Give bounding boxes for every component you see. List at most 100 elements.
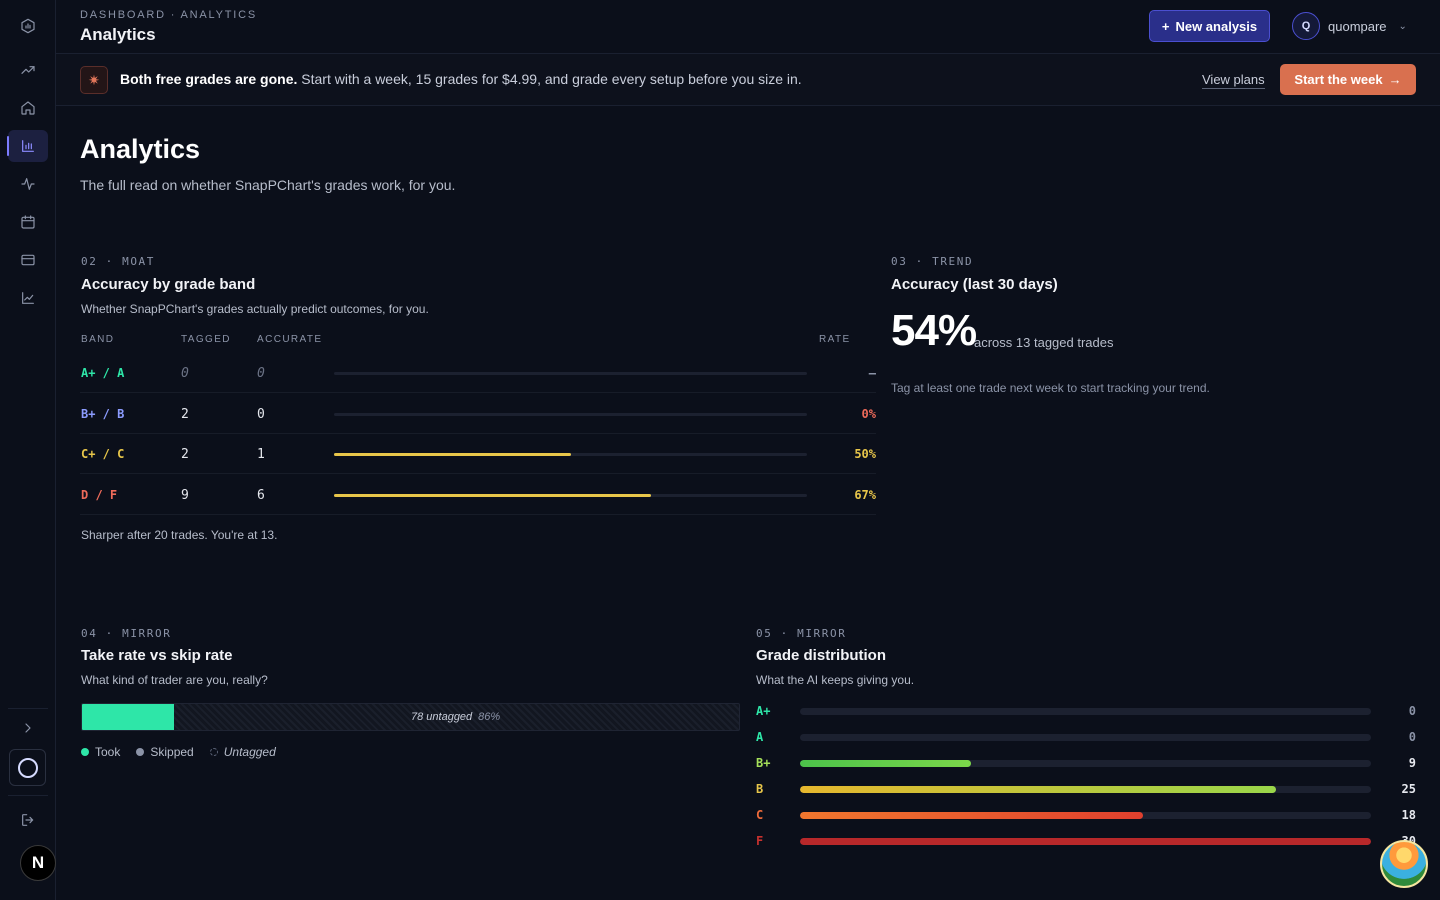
take-rate-legend: Took Skipped Untagged [81, 745, 276, 759]
trend-value-sub: across 13 tagged trades [974, 335, 1114, 350]
rate-value: 50% [854, 447, 876, 461]
status-ring-icon[interactable] [9, 749, 46, 786]
sidebar [0, 0, 56, 900]
tagged-value: 0 [181, 366, 189, 381]
distribution-row: B+ 9 [756, 754, 1416, 774]
logo-icon[interactable] [8, 10, 48, 42]
sidebar-divider [8, 795, 48, 796]
rate-track [334, 372, 807, 375]
untagged-pct: 86% [478, 711, 501, 723]
distribution-subtitle: What the AI keeps giving you. [756, 673, 915, 687]
nextjs-badge-icon[interactable]: N [20, 845, 56, 881]
band-label: D / F [81, 487, 118, 502]
banner-message: Both free grades are gone. Start with a … [120, 71, 802, 87]
legend-took-label: Took [95, 745, 121, 759]
user-menu[interactable]: Q quompare ⌄ [1292, 12, 1407, 40]
grade-track [800, 708, 1371, 715]
new-analysis-button[interactable]: + New analysis [1149, 10, 1270, 42]
beach-avatar-icon[interactable] [1380, 840, 1428, 888]
take-rate-bar: 78 untagged 86% [81, 703, 740, 731]
grade-label: A+ [756, 704, 771, 718]
home-icon[interactable] [8, 92, 48, 124]
grade-track [800, 760, 1371, 767]
trend-title: Accuracy (last 30 days) [891, 276, 1058, 293]
moat-eyebrow: 02 · MOAT [81, 255, 156, 268]
grade-track [800, 734, 1371, 741]
grade-count: 0 [1408, 704, 1416, 718]
distribution-row: F30 [756, 832, 1416, 852]
tagged-value: 2 [181, 447, 189, 462]
accurate-value: 0 [257, 366, 265, 381]
line-chart-icon[interactable] [8, 282, 48, 314]
new-analysis-label: New analysis [1175, 18, 1258, 34]
logout-icon[interactable] [8, 804, 48, 836]
grade-label: A [756, 730, 764, 744]
grade-track [800, 786, 1371, 793]
band-label: B+ / B [81, 406, 125, 421]
topbar: DASHBOARD · ANALYTICS Analytics + New an… [56, 0, 1440, 54]
legend-skipped: Skipped [136, 745, 194, 759]
skipped-dot-icon [136, 748, 145, 756]
band-label: A+ / A [81, 366, 125, 380]
grade-label: F [756, 834, 764, 848]
distribution-eyebrow: 05 · MIRROR [756, 627, 847, 640]
col-tagged: TAGGED [181, 334, 231, 345]
grade-count: 18 [1401, 808, 1416, 822]
rate-fill [334, 453, 571, 456]
table-row: D / F 9 6 67% [80, 475, 876, 515]
grade-label: C [756, 808, 764, 822]
chevron-down-icon: ⌄ [1398, 20, 1407, 32]
tagged-value: 2 [181, 406, 189, 422]
rate-value: 0% [861, 406, 876, 421]
trend-note: Tag at least one trade next week to star… [891, 381, 1210, 395]
breadcrumb: DASHBOARD · ANALYTICS [80, 9, 257, 21]
distribution-title: Grade distribution [756, 647, 887, 664]
table-row: A+ / A 0 0 – [80, 353, 876, 393]
grade-count: 0 [1408, 730, 1416, 744]
start-the-week-button[interactable]: Start the week → [1280, 64, 1416, 95]
page-subtitle: The full read on whether SnapPChart's gr… [80, 177, 456, 193]
moat-subtitle: Whether SnapPChart's grades actually pre… [81, 302, 429, 316]
distribution-row: A+ 0 [756, 702, 1416, 722]
legend-untagged: Untagged [209, 745, 276, 759]
rate-fill [334, 493, 651, 497]
banner-text: Start with a week, 15 grades for $4.99, … [301, 71, 802, 87]
activity-icon[interactable] [8, 168, 48, 200]
sidebar-divider [8, 708, 48, 709]
legend-skipped-label: Skipped [150, 745, 194, 759]
trending-icon[interactable] [8, 54, 48, 86]
col-band: BAND [81, 334, 115, 345]
col-accurate: ACCURATE [257, 334, 323, 345]
chevron-right-icon[interactable] [8, 712, 48, 744]
analytics-icon[interactable] [7, 130, 48, 162]
avatar: Q [1292, 12, 1320, 40]
grade-fill [800, 760, 972, 767]
legend-untagged-label: Untagged [223, 745, 276, 759]
upgrade-banner: ✷ Both free grades are gone. Start with … [56, 54, 1440, 106]
distribution-row: C 18 [756, 806, 1416, 826]
col-rate: RATE [819, 334, 851, 345]
band-label: C+ / C [81, 447, 125, 461]
start-label: Start the week [1294, 72, 1383, 87]
table-row: C+ / C 2 1 50% [80, 434, 876, 474]
calendar-icon[interactable] [8, 206, 48, 238]
accurate-value: 6 [257, 487, 265, 503]
credit-card-icon[interactable] [8, 244, 48, 276]
grade-track [800, 812, 1371, 819]
grade-fill [800, 786, 1276, 793]
view-plans-link[interactable]: View plans [1202, 72, 1265, 89]
page-header-title: Analytics [80, 25, 156, 44]
grade-fill [800, 838, 1371, 845]
accurate-value: 0 [257, 406, 265, 422]
distribution-row: B 25 [756, 780, 1416, 800]
sparkle-icon: ✷ [80, 66, 108, 94]
plus-icon: + [1161, 18, 1170, 34]
took-segment [82, 704, 174, 730]
page-title: Analytics [80, 134, 201, 164]
take-rate-title: Take rate vs skip rate [81, 647, 233, 664]
banner-bold: Both free grades are gone. [120, 71, 298, 87]
trend-eyebrow: 03 · TREND [891, 255, 974, 268]
untagged-dot-icon [209, 748, 218, 756]
rate-track [334, 453, 807, 456]
